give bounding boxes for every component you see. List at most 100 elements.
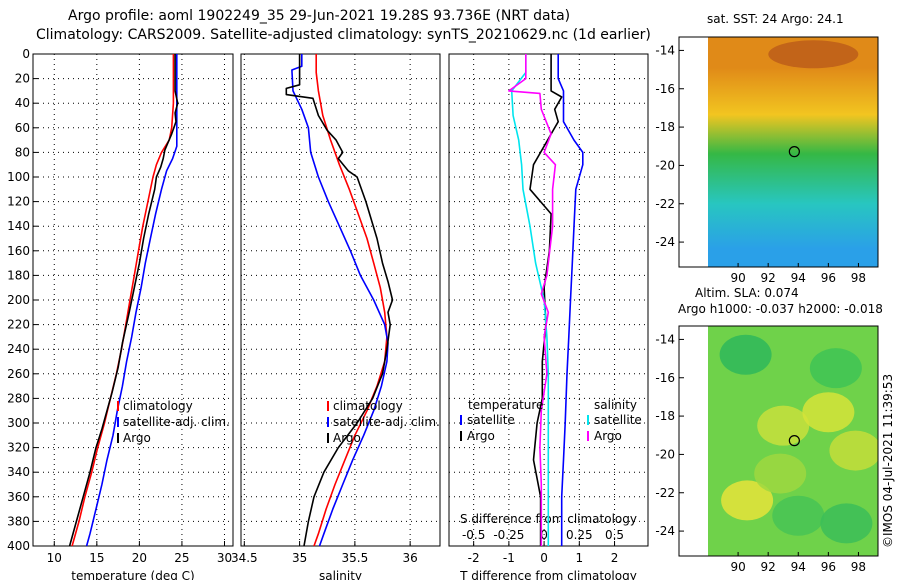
sst-map-ytick-label: -22 <box>655 197 675 211</box>
sla-map-xtick-label: 92 <box>761 560 776 574</box>
temperature-ytick-label: 40 <box>15 96 30 110</box>
salinity-xtick-label: 35.5 <box>342 551 369 565</box>
sla-map: 90 92 94 96 98 -14 -16 -18 -20 -22 -24 Altim. SLA: … <box>655 286 883 574</box>
salinity-series-1 <box>291 54 389 547</box>
sst-map-ytick-label: -14 <box>655 43 675 57</box>
temperature-xtick-label: 30 <box>217 551 232 565</box>
salinity-xtick-label: 36 <box>403 551 418 565</box>
differences-secondary-xtick-label: 0 <box>540 528 548 542</box>
figure-title-line2: Climatology: CARS2009. Satellite-adjuste… <box>36 27 651 43</box>
sla-map-blank-area <box>681 326 708 556</box>
salinity-legend-label: satellite-adj. clim. <box>333 415 440 429</box>
sla-map-patch <box>809 348 862 389</box>
sla-map-patch <box>721 480 774 521</box>
sla-map-image <box>708 326 878 556</box>
sla-map-ytick-label: -18 <box>655 409 675 423</box>
sst-map-xtick-label: 94 <box>791 271 806 285</box>
differences-series-0 <box>557 54 584 546</box>
salinity-legend-label: Argo <box>333 431 361 445</box>
sst-map-image <box>708 37 878 267</box>
sst-map-xtick-label: 96 <box>821 271 836 285</box>
diff-legend-label: satellite <box>467 413 515 427</box>
sst-map-warm-patch <box>768 40 859 69</box>
temperature-ytick-label: 160 <box>7 244 30 258</box>
sla-map-subtitle: Argo h1000: -0.037 h2000: -0.018 <box>678 302 883 316</box>
temperature-ytick-label: 300 <box>7 416 30 430</box>
sst-map-xtick-label: 98 <box>851 271 866 285</box>
sla-map-patch <box>757 405 810 446</box>
temperature-ytick-label: 140 <box>7 219 30 233</box>
sla-map-patch <box>802 392 855 433</box>
sla-map-argo-marker <box>788 435 800 447</box>
differences-series-3 <box>508 54 557 546</box>
temperature-ytick-label: 400 <box>7 539 30 553</box>
temperature-xtick-label: 20 <box>132 551 147 565</box>
sst-map-field <box>708 37 878 267</box>
sst-map-xtick-label: 90 <box>730 271 745 285</box>
differences-secondary-xtick-label: -0.5 <box>462 528 485 542</box>
differences-secondary-xtick-label: 0.5 <box>605 528 624 542</box>
sla-map-patch <box>719 334 772 375</box>
salinity-frame <box>240 53 441 547</box>
temperature-xtick-label: 25 <box>174 551 189 565</box>
sst-map-xtick-label: 92 <box>761 271 776 285</box>
sla-map-patch <box>772 495 825 536</box>
sla-map-patch <box>829 430 878 471</box>
temperature-legend-label: Argo <box>123 431 151 445</box>
temperature-legend-label: climatology <box>123 399 193 413</box>
sla-map-xtick-label: 98 <box>851 560 866 574</box>
differences-panel: -2 -1 0 1 2 T difference from climatology -0.5… <box>448 53 649 580</box>
temperature-xtick-label: 10 <box>47 551 62 565</box>
temperature-ytick-label: 180 <box>7 268 30 282</box>
sla-map-xtick-label: 90 <box>730 560 745 574</box>
temperature-ytick-label: 200 <box>7 293 30 307</box>
temperature-ytick-label: 0 <box>22 47 30 61</box>
imos-credit: ©IMOS 04-Jul-2021 11:39:53 <box>881 374 895 548</box>
diff-legend-label: satellite <box>594 413 642 427</box>
temperature-ytick-label: 280 <box>7 391 30 405</box>
sla-map-ytick-label: -22 <box>655 486 675 500</box>
differences-xlabel: T difference from climatology <box>459 569 637 580</box>
sst-map-ytick-label: -20 <box>655 158 675 172</box>
temperature-ytick-label: 380 <box>7 514 30 528</box>
differences-xtick-label: -1 <box>503 551 515 565</box>
temperature-ytick-label: 100 <box>7 170 30 184</box>
diff-legend-label: Argo <box>594 429 622 443</box>
sst-map-argo-marker <box>788 146 800 158</box>
sst-map-frame <box>678 36 879 268</box>
sla-map-ytick-label: -16 <box>655 371 675 385</box>
sla-map-patch <box>820 503 873 544</box>
temperature-legend-label: satellite-adj. clim. <box>123 415 230 429</box>
sst-map-ytick-label: -24 <box>655 235 675 249</box>
temperature-ytick-label: 60 <box>15 121 30 135</box>
sst-map-ytick-label: -18 <box>655 120 675 134</box>
differences-series-1 <box>529 54 563 546</box>
temperature-ytick-label: 20 <box>15 72 30 86</box>
sla-map-ytick-label: -20 <box>655 447 675 461</box>
temperature-ytick-label: 340 <box>7 465 30 479</box>
sst-map-ytick-label: -16 <box>655 82 675 96</box>
differences-secondary-xtick-label: -0.25 <box>493 528 524 542</box>
differences-secondary-xtick-label: 0.25 <box>566 528 593 542</box>
diff-legend-title-temperature: temperature <box>468 398 543 412</box>
temperature-xlabel: temperature (deg C) <box>71 569 194 580</box>
salinity-xlabel: salinity <box>319 569 362 580</box>
sst-map-blank-area <box>681 37 708 267</box>
temperature-ytick-label: 320 <box>7 441 30 455</box>
differences-xtick-label: 1 <box>575 551 583 565</box>
sla-map-ytick-label: -24 <box>655 524 675 538</box>
temperature-panel: 10 15 20 25 30020406080100120140160180200220… <box>7 47 234 580</box>
temperature-series-2 <box>68 54 179 547</box>
differences-xtick-label: 2 <box>611 551 619 565</box>
sla-map-title: Altim. SLA: 0.074 <box>695 286 799 300</box>
figure-title-line1: Argo profile: aoml 1902249_35 29-Jun-202… <box>68 8 570 24</box>
temperature-ytick-label: 360 <box>7 490 30 504</box>
sla-map-xtick-label: 94 <box>791 560 806 574</box>
temperature-ytick-label: 120 <box>7 195 30 209</box>
diff-legend-title-salinity: salinity <box>594 398 637 412</box>
salinity-xtick-label: 35 <box>292 551 307 565</box>
temperature-xtick-label: 15 <box>89 551 104 565</box>
sla-map-ytick-label: -14 <box>655 332 675 346</box>
differences-xtick-label: 0 <box>540 551 548 565</box>
